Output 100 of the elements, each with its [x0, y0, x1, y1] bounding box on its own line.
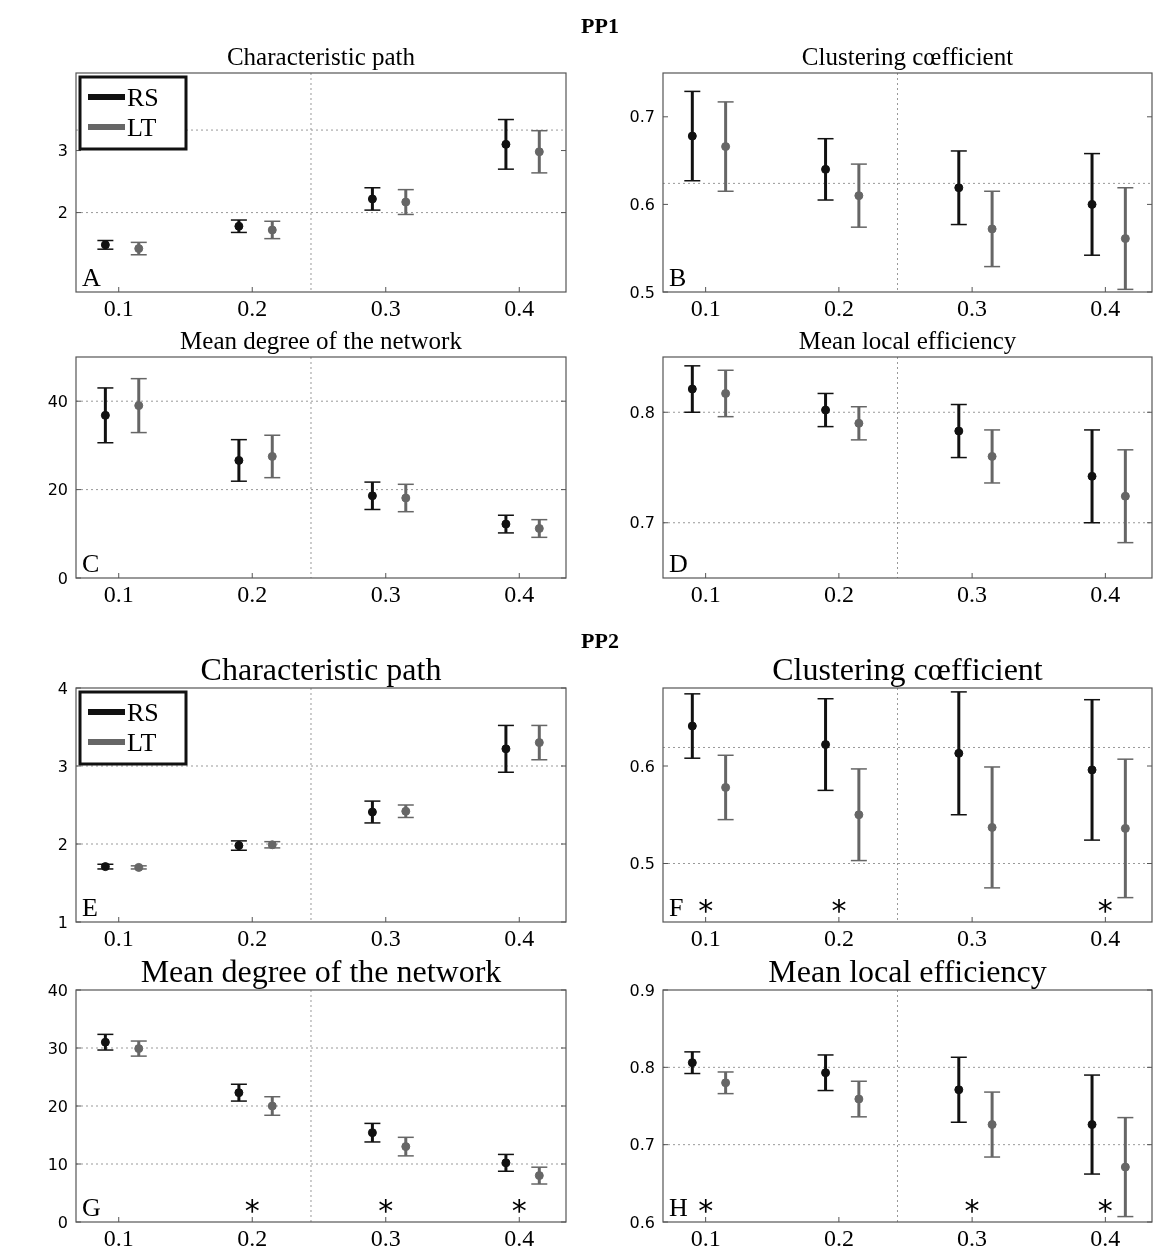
legend-label: RS	[127, 698, 159, 728]
x-tick-label: 0.2	[237, 1225, 268, 1251]
x-tick-label: 0.4	[1090, 1225, 1121, 1251]
chart-title: Clustering cœfficient	[772, 651, 1043, 687]
annotation: *	[378, 1193, 394, 1228]
point	[687, 721, 697, 731]
y-tick-label: 0.9	[629, 980, 655, 1000]
point	[401, 1142, 411, 1152]
point	[367, 807, 377, 817]
x-tick-label: 0.2	[823, 295, 854, 321]
x-tick-label: 0.1	[690, 925, 721, 951]
y-tick-label: 0.5	[629, 854, 655, 874]
point	[534, 524, 544, 533]
point	[821, 740, 831, 750]
text: PP2	[581, 628, 619, 653]
point	[1120, 823, 1130, 833]
y-tick-label: 0	[57, 568, 68, 588]
y-tick-label: 0.7	[629, 107, 655, 127]
annotation: *	[511, 1193, 527, 1228]
point	[721, 388, 731, 398]
x-tick-label: 0.1	[690, 581, 721, 607]
point	[267, 1101, 277, 1111]
point	[534, 147, 544, 157]
y-tick-label: 0.6	[629, 756, 655, 776]
point	[954, 1085, 964, 1095]
chart-title: Characteristic path	[226, 43, 416, 70]
x-tick-label: 0.3	[370, 295, 401, 321]
point	[987, 451, 997, 461]
annotation: *	[1097, 893, 1113, 928]
point	[721, 1078, 731, 1088]
x-tick-label: 0.2	[237, 295, 268, 321]
point	[854, 418, 864, 428]
x-tick-label: 0.4	[1090, 581, 1121, 607]
x-tick-label: 0.2	[237, 925, 268, 951]
annotation: E	[82, 893, 98, 922]
annotation: *	[698, 893, 714, 928]
x-tick-label: 0.1	[690, 295, 721, 321]
text: PP1	[581, 13, 619, 38]
x-tick-label: 0.1	[103, 295, 134, 321]
annotation: C	[82, 549, 100, 578]
point	[1087, 471, 1097, 481]
point	[954, 748, 964, 758]
annotation: G	[82, 1193, 101, 1222]
x-tick-label: 0.4	[504, 581, 535, 607]
point	[100, 1037, 110, 1047]
point	[854, 810, 864, 820]
chart-title: Characteristic path	[200, 651, 442, 687]
point	[534, 1171, 544, 1181]
y-tick-label: 2	[57, 203, 68, 223]
point	[367, 194, 377, 204]
x-tick-label: 0.2	[823, 1225, 854, 1251]
annotation: A	[82, 263, 101, 292]
point	[267, 225, 277, 235]
y-tick-label: 0.5	[629, 282, 655, 302]
y-tick-label: 0.8	[629, 402, 655, 422]
y-tick-label: 3	[57, 756, 68, 776]
y-tick-label: 20	[47, 480, 68, 500]
x-tick-label: 0.1	[103, 1225, 134, 1251]
point	[234, 1088, 244, 1098]
annotation: *	[698, 1193, 714, 1228]
point	[501, 744, 511, 754]
x-tick-label: 0.1	[103, 581, 134, 607]
annotation: *	[831, 893, 847, 928]
y-tick-label: 0.6	[629, 195, 655, 214]
point	[501, 519, 511, 529]
y-tick-label: 0.7	[629, 1135, 655, 1155]
y-tick-label: 0.7	[629, 513, 655, 533]
point	[721, 782, 731, 792]
y-tick-label: 10	[47, 1154, 68, 1174]
y-tick-label: 30	[47, 1038, 68, 1058]
point	[687, 1058, 697, 1068]
x-tick-label: 0.4	[504, 925, 535, 951]
point	[401, 493, 411, 503]
point	[234, 455, 244, 465]
chart-title: Mean local efficiency	[798, 327, 1017, 354]
point	[1087, 199, 1097, 209]
x-tick-label: 0.1	[690, 1225, 721, 1251]
annotation: D	[669, 549, 688, 578]
y-tick-label: 0.8	[629, 1057, 655, 1077]
point	[687, 384, 697, 394]
chart-title: Mean local efficiency	[768, 953, 1047, 989]
y-tick-label: 3	[57, 141, 68, 161]
legend-label: LT	[127, 113, 157, 143]
point	[1087, 1120, 1097, 1130]
point	[100, 410, 110, 420]
chart-title: Mean degree of the network	[180, 327, 463, 354]
x-tick-label: 0.3	[957, 581, 988, 607]
x-tick-label: 0.3	[957, 925, 988, 951]
point	[1120, 234, 1130, 244]
x-tick-label: 0.2	[823, 925, 854, 951]
x-tick-label: 0.4	[1090, 925, 1121, 951]
annotation: *	[244, 1193, 260, 1228]
x-tick-label: 0.4	[504, 1225, 535, 1251]
y-tick-label: 20	[47, 1096, 68, 1116]
point	[501, 1158, 511, 1168]
annotation: *	[964, 1193, 980, 1228]
x-tick-label: 0.1	[103, 925, 134, 951]
y-tick-label: 1	[57, 912, 68, 932]
chart-title: Mean degree of the network	[140, 953, 502, 989]
x-tick-label: 0.3	[370, 1225, 401, 1251]
